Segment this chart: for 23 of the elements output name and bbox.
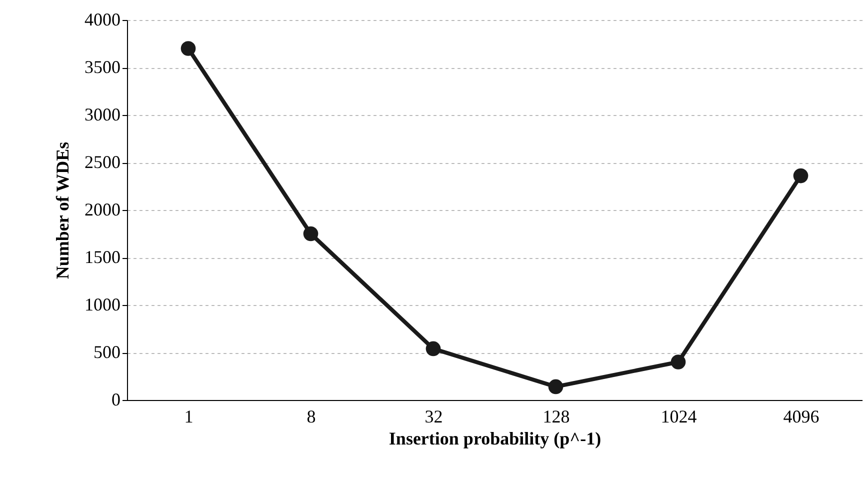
x-tick-label: 8 — [306, 406, 316, 426]
x-tick-label: 1 — [184, 406, 194, 426]
x-tick-label: 32 — [424, 406, 443, 426]
y-tick-label: 2000 — [84, 200, 120, 220]
y-tick-label: 500 — [94, 342, 120, 362]
point — [793, 168, 808, 184]
x-tick-label: 1024 — [660, 406, 697, 426]
y-tick-label: 1000 — [84, 294, 120, 314]
point — [180, 41, 196, 56]
y-tick-label: 3500 — [84, 57, 120, 77]
y-tick-label: 2500 — [84, 152, 120, 172]
x-tick-label: 4096 — [783, 406, 820, 426]
point — [548, 379, 564, 394]
point — [303, 226, 318, 242]
y-tick-label: 1500 — [84, 247, 120, 267]
point — [670, 354, 686, 370]
y-tick-label: 3000 — [84, 104, 120, 124]
x-tick-label: 128 — [542, 406, 570, 426]
y-axis-title: Number of WDEs — [52, 142, 72, 280]
y-tick-label: 0 — [112, 390, 120, 410]
x-axis-title: Insertion probability (p^-1) — [388, 428, 602, 448]
point — [426, 341, 441, 356]
y-tick-label: 4000 — [84, 10, 120, 30]
